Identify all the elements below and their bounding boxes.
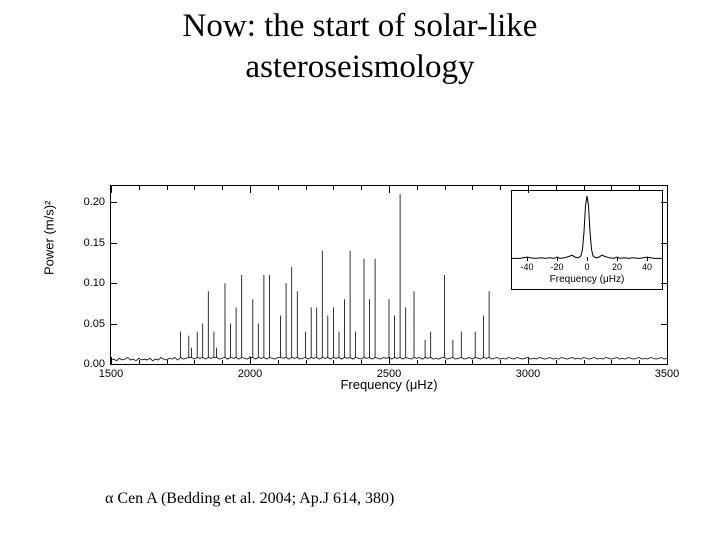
- y-tick-label: 0.10: [71, 277, 105, 289]
- inset-x-tick-label: -40: [520, 262, 533, 272]
- inset-x-tick-label: -20: [550, 262, 563, 272]
- inset-x-axis-label: Frequency (μHz): [512, 274, 662, 285]
- x-tick-label: 2000: [238, 368, 262, 380]
- y-tick-label: 0.15: [71, 237, 105, 249]
- y-tick-label: 0.05: [71, 318, 105, 330]
- title-line-1: Now: the start of solar-like: [183, 8, 538, 44]
- inset-x-tick-label: 20: [612, 262, 622, 272]
- slide-title: Now: the start of solar-like asteroseism…: [0, 6, 720, 89]
- title-line-2: asteroseismology: [245, 49, 474, 85]
- x-tick-label: 3000: [516, 368, 540, 380]
- inset-line: [512, 191, 662, 261]
- inset-x-tick-label: 0: [584, 262, 589, 272]
- figure-caption: α Cen A (Bedding et al. 2004; Ap.J 614, …: [105, 490, 394, 508]
- plot-area: Frequency (μHz) Frequency (μHz) -40 -20 0 2…: [110, 185, 668, 365]
- x-tick-label: 3500: [655, 368, 679, 380]
- y-axis-label: Power (m/s)²: [42, 201, 57, 275]
- power-spectrum-chart: Power (m/s)² Frequency (μHz) Frequency (…: [55, 185, 669, 395]
- inset-chart: Frequency (μHz) -40 -20 0 20 40: [511, 190, 663, 290]
- caption-text: Cen A (Bedding et al. 2004; Ap.J 614, 38…: [113, 490, 394, 507]
- inset-x-tick-label: 40: [642, 262, 652, 272]
- x-tick-label: 1500: [99, 368, 123, 380]
- y-tick-label: 0.20: [71, 196, 105, 208]
- x-tick-label: 2500: [377, 368, 401, 380]
